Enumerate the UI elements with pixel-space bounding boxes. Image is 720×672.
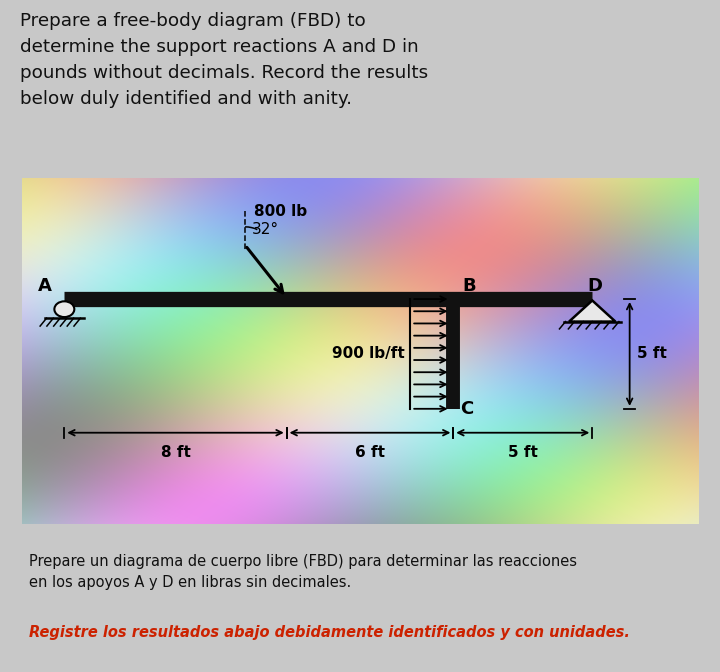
Text: A: A: [38, 277, 52, 294]
Text: 5 ft: 5 ft: [637, 347, 667, 362]
Circle shape: [55, 301, 74, 317]
Text: Registre los resultados abajo debidamente identificados y con unidades.: Registre los resultados abajo debidament…: [29, 625, 630, 640]
Text: 5 ft: 5 ft: [508, 445, 538, 460]
Text: 900 lb/ft: 900 lb/ft: [333, 347, 405, 362]
Text: 800 lb: 800 lb: [254, 204, 307, 218]
Text: B: B: [462, 277, 476, 294]
Text: D: D: [587, 277, 602, 294]
Polygon shape: [569, 300, 616, 322]
Text: 32°: 32°: [251, 222, 279, 237]
Text: 8 ft: 8 ft: [161, 445, 190, 460]
Text: 6 ft: 6 ft: [355, 445, 385, 460]
Text: Prepare a free-body diagram (FBD) to
determine the support reactions A and D in
: Prepare a free-body diagram (FBD) to det…: [20, 13, 428, 108]
Text: C: C: [460, 400, 473, 418]
Text: Prepare un diagrama de cuerpo libre (FBD) para determinar las reacciones
en los : Prepare un diagrama de cuerpo libre (FBD…: [29, 554, 577, 590]
